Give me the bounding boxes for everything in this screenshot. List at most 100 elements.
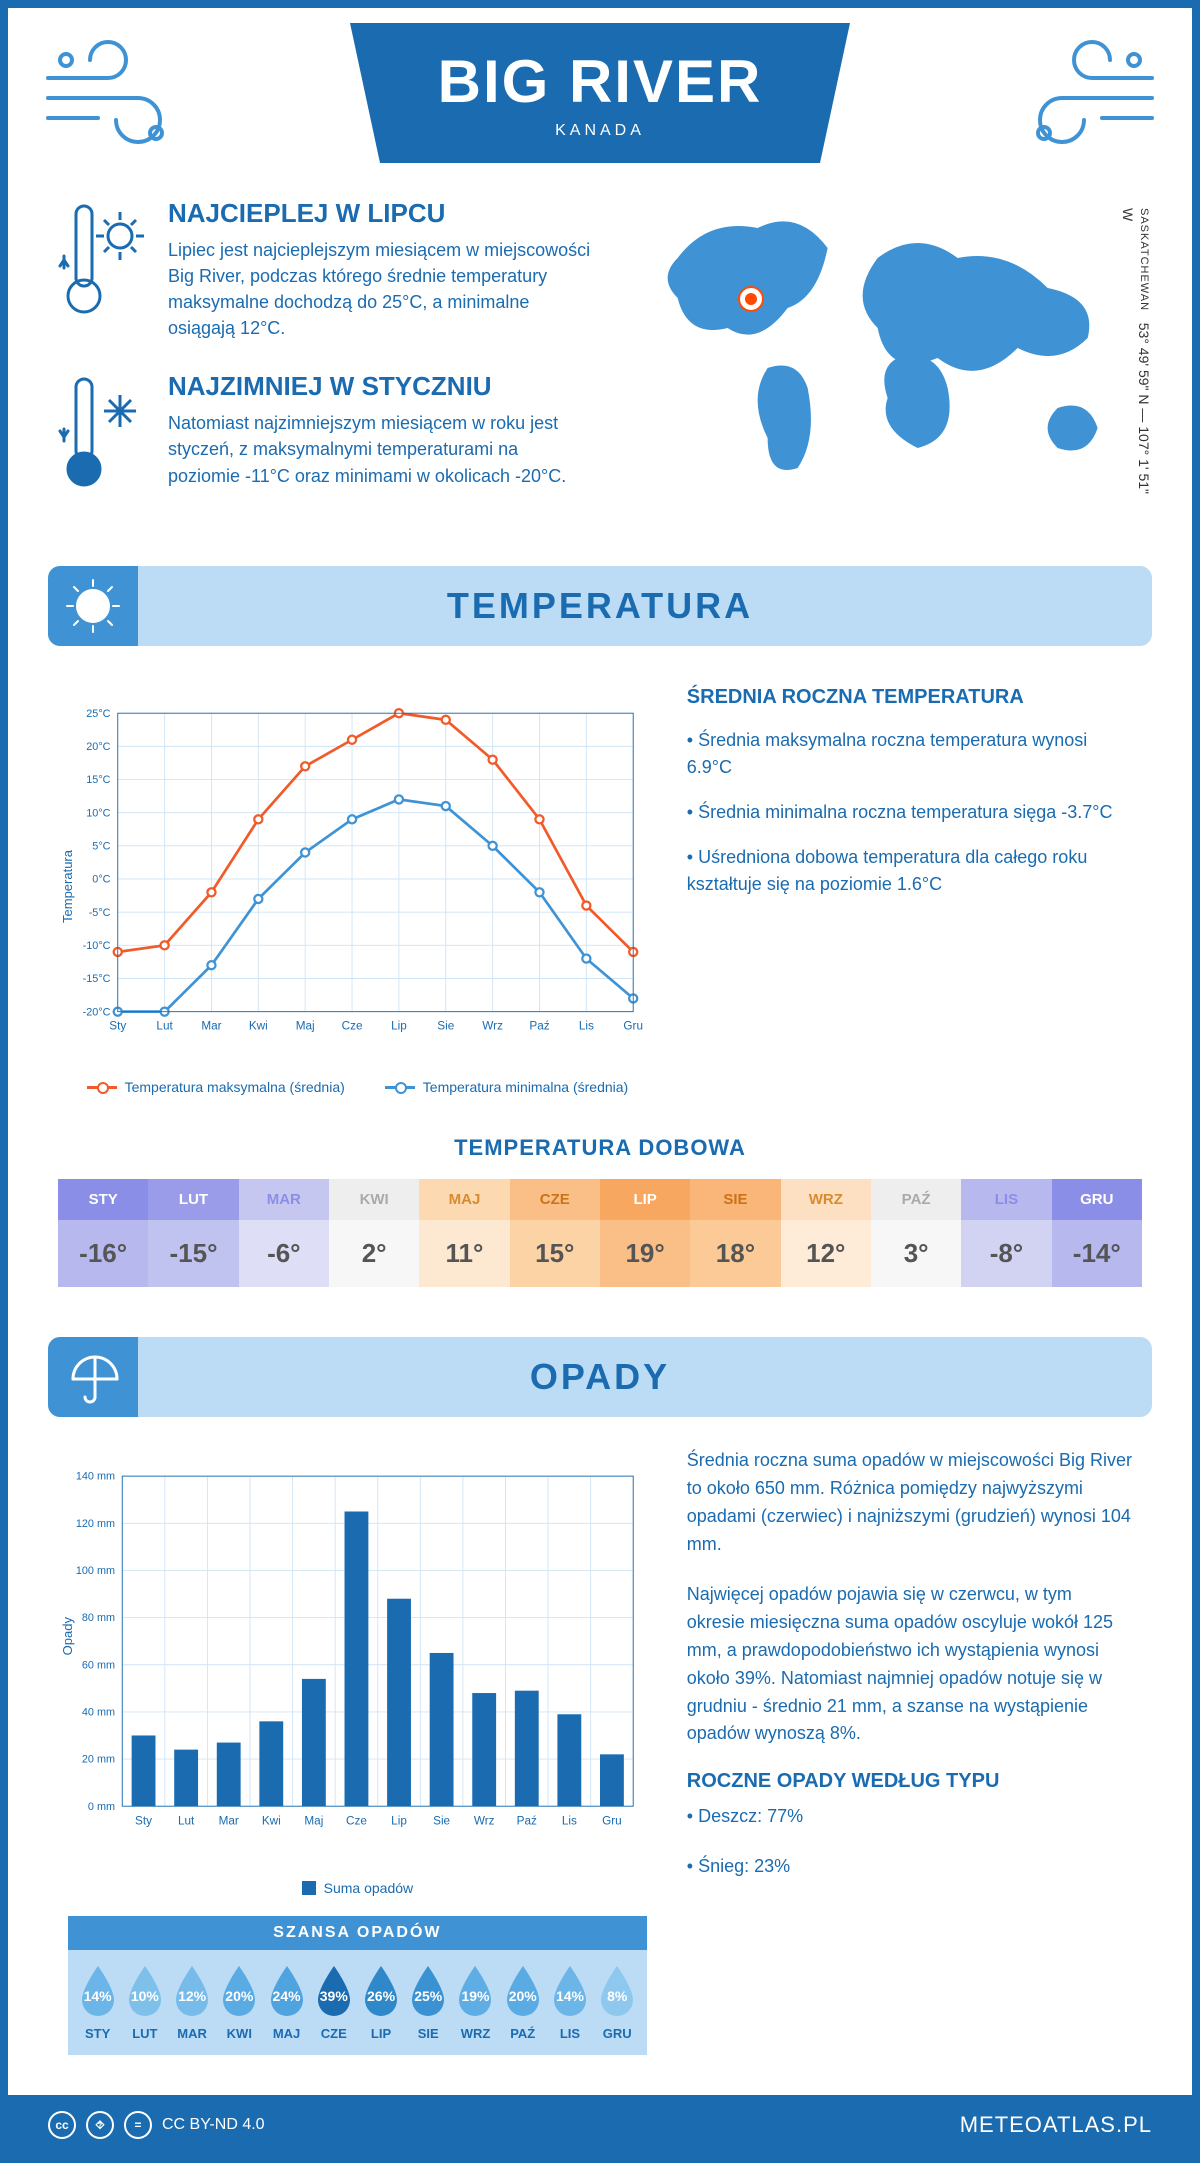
wind-icon-right <box>1012 38 1162 148</box>
daily-temp-cell: CZE 15° <box>510 1179 600 1287</box>
chance-cell: 26%LIP <box>357 1964 404 2041</box>
location-marker <box>740 288 762 310</box>
page: BIG RIVER KANADA <box>0 0 1200 2163</box>
svg-text:-5°C: -5°C <box>89 907 111 919</box>
svg-text:-10°C: -10°C <box>83 940 111 952</box>
svg-text:Gru: Gru <box>602 1815 622 1828</box>
svg-text:Maj: Maj <box>296 1020 315 1033</box>
svg-text:Lip: Lip <box>391 1815 407 1828</box>
svg-text:Lis: Lis <box>562 1815 577 1828</box>
svg-text:Mar: Mar <box>201 1020 221 1033</box>
chance-cell: 39%CZE <box>310 1964 357 2041</box>
daily-temp-cell: MAR -6° <box>239 1179 329 1287</box>
svg-text:Sty: Sty <box>109 1020 126 1033</box>
section-title-temperature: TEMPERATURA <box>447 585 753 627</box>
svg-text:Wrz: Wrz <box>482 1020 503 1033</box>
svg-text:-20°C: -20°C <box>83 1007 111 1019</box>
license-text: CC BY-ND 4.0 <box>162 2116 265 2134</box>
daily-temp-cell: LUT -15° <box>148 1179 238 1287</box>
svg-text:Sie: Sie <box>437 1020 454 1033</box>
thermometer-sun-icon <box>58 198 148 341</box>
header: BIG RIVER KANADA <box>8 8 1192 178</box>
intro-section: NAJCIEPLEJ W LIPCU Lipiec jest najcieple… <box>8 178 1192 566</box>
legend-precip: Suma opadów <box>302 1880 414 1896</box>
daily-temp-cell: STY -16° <box>58 1179 148 1287</box>
chance-cell: 20%KWI <box>216 1964 263 2041</box>
world-map: SASKATCHEWAN 53° 49' 59" N — 107° 1' 51"… <box>633 198 1142 498</box>
svg-text:10°C: 10°C <box>86 808 110 820</box>
svg-text:Lip: Lip <box>391 1020 407 1033</box>
by-icon: ⯑ <box>86 2111 114 2139</box>
svg-text:15°C: 15°C <box>86 775 110 787</box>
svg-text:Mar: Mar <box>219 1815 239 1828</box>
thermometer-snow-icon <box>58 371 148 496</box>
nd-icon: = <box>124 2111 152 2139</box>
site-name: METEOATLAS.PL <box>960 2112 1152 2138</box>
daily-temp-cell: KWI 2° <box>329 1179 419 1287</box>
svg-text:100 mm: 100 mm <box>76 1565 115 1577</box>
fact-coldest: NAJZIMNIEJ W STYCZNIU Natomiast najzimni… <box>58 371 593 496</box>
svg-text:Gru: Gru <box>623 1020 643 1033</box>
precip-bar-chart: 0 mm20 mm40 mm60 mm80 mm100 mm120 mm140 … <box>68 1447 647 1867</box>
svg-text:5°C: 5°C <box>92 841 110 853</box>
footer: cc ⯑ = CC BY-ND 4.0 METEOATLAS.PL <box>8 2095 1192 2155</box>
chance-cell: 10%LUT <box>121 1964 168 2041</box>
chance-cell: 19%WRZ <box>452 1964 499 2041</box>
fact-cold-text: Natomiast najzimniejszym miesiącem w rok… <box>168 410 593 488</box>
title-banner: BIG RIVER KANADA <box>350 23 850 163</box>
chance-cell: 12%MAR <box>168 1964 215 2041</box>
svg-text:Maj: Maj <box>304 1815 323 1828</box>
chance-cell: 14%STY <box>74 1964 121 2041</box>
svg-text:Cze: Cze <box>342 1020 363 1033</box>
chance-cell: 20%PAŹ <box>499 1964 546 2041</box>
daily-temp-cell: LIP 19° <box>600 1179 690 1287</box>
legend-min: .legend-item:nth-child(2) .legend-swatch… <box>385 1079 628 1095</box>
svg-text:25°C: 25°C <box>86 708 110 720</box>
daily-temp-cell: LIS -8° <box>961 1179 1051 1287</box>
daily-temp-cell: PAŹ 3° <box>871 1179 961 1287</box>
svg-text:Lut: Lut <box>156 1020 173 1033</box>
section-bar-temperature: TEMPERATURA <box>48 566 1152 646</box>
chance-cell: 25%SIE <box>405 1964 452 2041</box>
svg-text:Sty: Sty <box>135 1815 152 1828</box>
wind-icon-left <box>38 38 188 148</box>
svg-text:Lis: Lis <box>579 1020 594 1033</box>
daily-temp-cell: SIE 18° <box>690 1179 780 1287</box>
chance-cell: 8%GRU <box>594 1964 641 2041</box>
svg-text:60 mm: 60 mm <box>82 1660 115 1672</box>
daily-temp-title: TEMPERATURA DOBOWA <box>8 1135 1192 1161</box>
svg-text:Kwi: Kwi <box>262 1815 281 1828</box>
daily-temp-cell: MAJ 11° <box>419 1179 509 1287</box>
coordinates: SASKATCHEWAN 53° 49' 59" N — 107° 1' 51"… <box>1120 208 1152 498</box>
legend-max: .legend-item:nth-child(1) .legend-swatch… <box>87 1079 345 1095</box>
svg-text:Cze: Cze <box>346 1815 367 1828</box>
svg-text:80 mm: 80 mm <box>82 1613 115 1625</box>
temperature-summary: ŚREDNIA ROCZNA TEMPERATURA • Średnia mak… <box>687 686 1132 1095</box>
svg-text:Paź: Paź <box>517 1815 537 1828</box>
svg-text:20 mm: 20 mm <box>82 1754 115 1766</box>
temperature-body: Temperatura -20°C-15°C-10°C-5°C0°C5°C10°… <box>8 646 1192 1115</box>
page-subtitle: KANADA <box>555 122 645 140</box>
daily-temp-strip: STY -16°LUT -15°MAR -6°KWI 2°MAJ 11°CZE … <box>58 1179 1142 1287</box>
precip-body: Opady 0 mm20 mm40 mm60 mm80 mm100 mm120 … <box>8 1417 1192 2095</box>
fact-warm-text: Lipiec jest najcieplejszym miesiącem w m… <box>168 237 593 341</box>
svg-text:20°C: 20°C <box>86 741 110 753</box>
svg-text:-15°C: -15°C <box>83 973 111 985</box>
fact-cold-title: NAJZIMNIEJ W STYCZNIU <box>168 371 593 402</box>
svg-text:120 mm: 120 mm <box>76 1518 115 1530</box>
chance-cell: 14%LIS <box>546 1964 593 2041</box>
umbrella-icon <box>48 1337 138 1417</box>
chance-box: SZANSA OPADÓW 14%STY 10%LUT 12%MAR 20%KW… <box>68 1916 647 2055</box>
daily-temp-cell: WRZ 12° <box>781 1179 871 1287</box>
svg-text:0 mm: 0 mm <box>88 1801 115 1813</box>
daily-temp-cell: GRU -14° <box>1052 1179 1142 1287</box>
temperature-chart: Temperatura -20°C-15°C-10°C-5°C0°C5°C10°… <box>68 686 647 1095</box>
svg-text:Kwi: Kwi <box>249 1020 268 1033</box>
sun-icon <box>48 566 138 646</box>
svg-text:Sie: Sie <box>433 1815 450 1828</box>
svg-text:Paź: Paź <box>529 1020 549 1033</box>
cc-icon: cc <box>48 2111 76 2139</box>
precip-summary: Średnia roczna suma opadów w miejscowośc… <box>687 1447 1132 2085</box>
svg-text:40 mm: 40 mm <box>82 1707 115 1719</box>
section-title-precip: OPADY <box>530 1356 670 1398</box>
